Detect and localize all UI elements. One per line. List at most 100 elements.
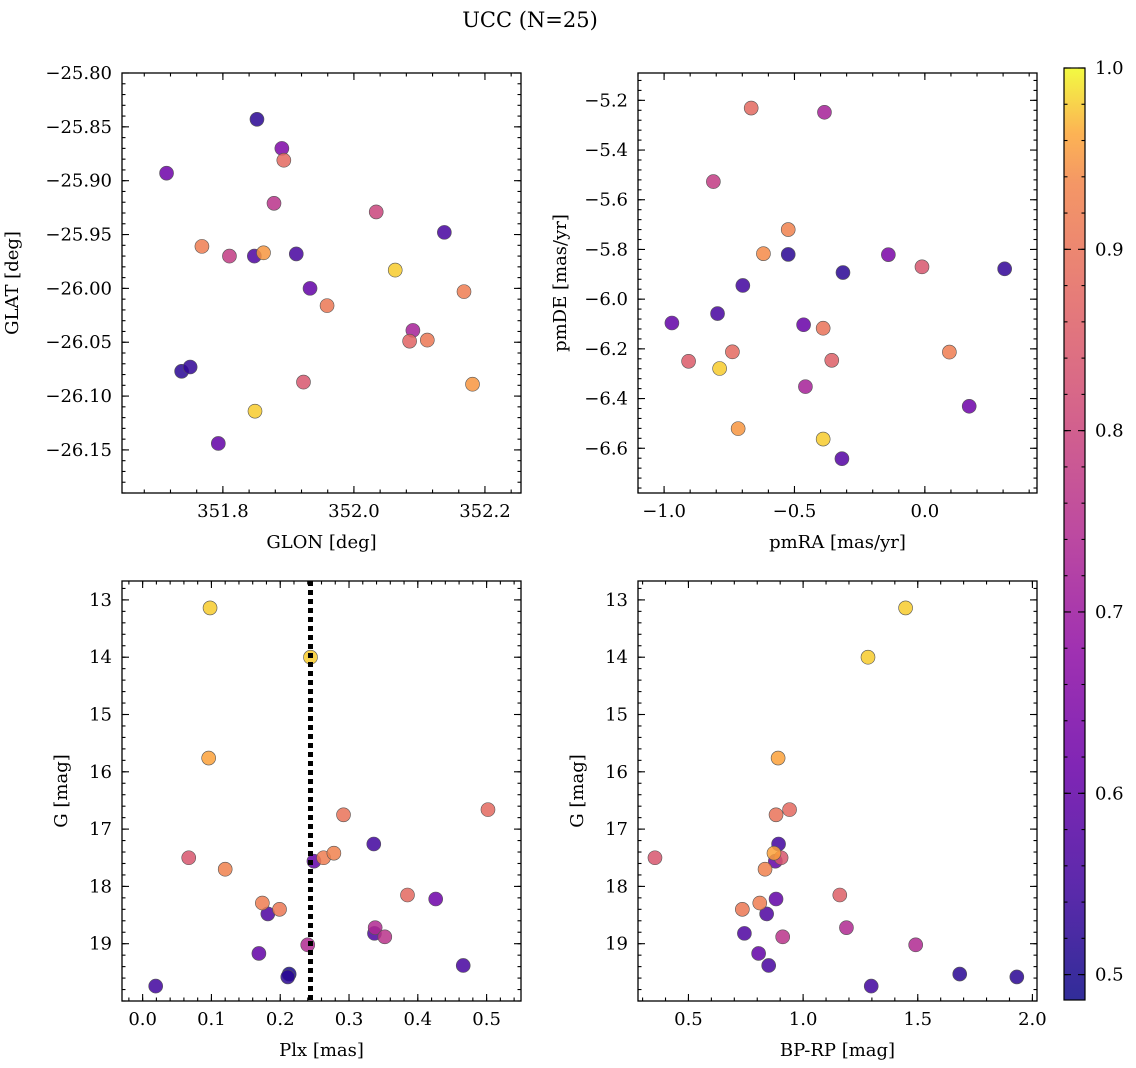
- scatter-point: [756, 246, 771, 261]
- scatter-point: [832, 887, 848, 903]
- x-tick-label: 1.0: [789, 1009, 818, 1030]
- scatter-point: [255, 895, 270, 911]
- x-tick-label: −1.0: [642, 501, 686, 522]
- scatter-point: [710, 306, 725, 321]
- y-tick-label: −6.2: [584, 339, 628, 360]
- scatter-point: [997, 261, 1012, 277]
- colorbar: 0.5 0.6 0.7 0.8 0.9 1.0: [1063, 58, 1124, 1001]
- scatter-point: [863, 978, 879, 994]
- scatter-point: [780, 222, 796, 237]
- panel-3: 0.0 0.1 0.2 0.3 0.4 0.5 13 14 15 16 17 18 19 Plx [mas…: [51, 580, 522, 1061]
- x-tick-label: 351.8: [197, 501, 249, 522]
- x-tick-label: 0.2: [266, 1009, 295, 1030]
- x-tick-label: 0.5: [472, 1009, 501, 1030]
- scatter-point: [706, 174, 721, 189]
- x-tick-label: 0.0: [128, 1009, 157, 1030]
- scatter-point: [201, 750, 216, 766]
- plot-area: [148, 581, 496, 1001]
- scatter-point: [770, 750, 786, 766]
- scatter-point: [181, 850, 197, 866]
- axes-frame: [121, 580, 522, 1002]
- scatter-panels: 351.8 352.0 352.2 −26.15 −26.10 −26.05 −26.00 −…: [2, 63, 1047, 1061]
- figure-title: UCC (N=25): [462, 8, 598, 32]
- scatter-point: [796, 317, 811, 333]
- scatter-point: [256, 245, 271, 261]
- y-tick-label: 18: [605, 876, 628, 897]
- y-tick-label: 16: [605, 762, 628, 783]
- scatter-point: [914, 259, 930, 275]
- colorbar-tick-label: 0.5: [1095, 965, 1124, 986]
- y-tick-label: −5.4: [584, 140, 628, 161]
- scatter-point: [288, 246, 304, 262]
- scatter-point: [839, 920, 854, 935]
- y-tick-label: −26.05: [45, 332, 112, 353]
- y-tick-label: 18: [89, 876, 112, 897]
- scatter-point: [780, 247, 796, 262]
- scatter-point: [647, 850, 663, 866]
- y-tick-label: −26.00: [45, 278, 112, 299]
- y-tick-label: −5.8: [584, 239, 628, 260]
- x-tick-label: 0.1: [197, 1009, 226, 1030]
- scatter-point: [735, 278, 751, 293]
- scatter-point: [455, 958, 471, 973]
- x-tick-label: 0.5: [674, 1009, 703, 1030]
- scatter-point: [898, 600, 913, 616]
- scatter-point: [402, 333, 417, 349]
- scatter-point: [730, 421, 746, 436]
- panel-2: −1.0 −0.5 0.0 −6.6 −6.4 −6.2 −6.0 −5.8 −5.6 −5.4 −…: [550, 72, 1038, 553]
- scatter-point: [249, 112, 265, 127]
- scatter-point: [387, 262, 403, 278]
- colorbar-tick-label: 0.6: [1095, 783, 1124, 804]
- scatter-point: [834, 451, 850, 467]
- x-tick-label: 352.0: [328, 501, 380, 522]
- x-tick-label: 0.4: [403, 1009, 432, 1030]
- scatter-point: [222, 248, 237, 264]
- y-tick-label: −5.6: [584, 190, 628, 211]
- x-tick-label: 352.2: [459, 501, 511, 522]
- x-axis-label: Plx [mas]: [279, 1040, 364, 1061]
- y-tick-label: 15: [605, 705, 628, 726]
- panel-1: 351.8 352.0 352.2 −26.15 −26.10 −26.05 −26.00 −…: [2, 63, 522, 553]
- scatter-point: [159, 165, 174, 181]
- y-tick-label: 19: [605, 934, 628, 955]
- scatter-point: [368, 204, 384, 220]
- scatter-point: [276, 152, 292, 168]
- y-axis-label: G [mag]: [567, 754, 588, 827]
- scatter-point: [751, 946, 766, 961]
- scatter-point: [815, 431, 831, 447]
- y-tick-label: −6.6: [584, 438, 628, 459]
- scatter-point: [247, 403, 263, 419]
- scatter-point: [211, 436, 226, 451]
- plot-area: [159, 112, 480, 451]
- y-tick-label: −6.4: [584, 389, 628, 410]
- scatter-point: [737, 926, 752, 941]
- scatter-point: [782, 802, 797, 817]
- scatter-point: [202, 600, 218, 616]
- panel-4: 0.5 1.0 1.5 2.0 13 14 15 16 17 18 19 BP-RP [mag] G […: [567, 580, 1047, 1061]
- colorbar-tick-label: 1.0: [1095, 58, 1124, 79]
- colorbar-tick-label: 0.9: [1095, 239, 1124, 260]
- ticks: [122, 72, 521, 494]
- plot-area: [647, 600, 1025, 994]
- scatter-point: [420, 332, 435, 348]
- scatter-point: [881, 247, 896, 262]
- x-axis-label: GLON [deg]: [266, 532, 376, 553]
- scatter-point: [681, 353, 696, 369]
- y-tick-label: 14: [605, 647, 628, 668]
- x-tick-label: 0.3: [335, 1009, 364, 1030]
- colorbar-gradient: [1063, 67, 1086, 1001]
- scatter-point: [194, 239, 210, 254]
- axes-frame: [637, 580, 1038, 1002]
- scatter-point: [664, 315, 680, 331]
- y-tick-label: −25.85: [45, 117, 112, 138]
- scatter-point: [480, 802, 496, 817]
- scatter-point: [437, 225, 452, 240]
- scatter-point: [942, 344, 957, 360]
- scatter-point: [761, 958, 777, 973]
- scatter-point: [326, 845, 342, 861]
- y-tick-label: 19: [89, 934, 112, 955]
- scatter-point: [400, 887, 415, 903]
- scatter-point: [817, 104, 832, 120]
- scatter-point: [217, 861, 233, 877]
- plot-area: [664, 100, 1012, 467]
